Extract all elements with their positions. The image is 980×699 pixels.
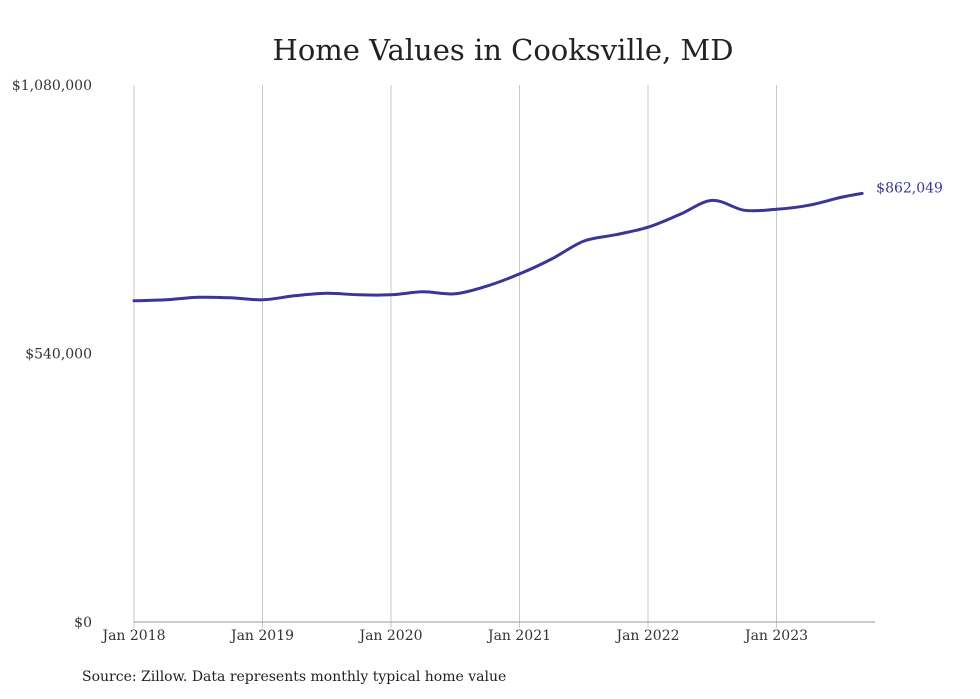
x-tick-label: Jan 2022 [614,628,679,644]
x-axis-tick-labels: Jan 2018 Jan 2019 Jan 2020 Jan 2021 Jan 2022… [100,628,808,644]
series-end-value-label: $862,049 [876,180,943,196]
series-group [132,191,864,303]
x-tick-label: Jan 2023 [743,628,808,644]
x-tick-label: Jan 2019 [229,628,294,644]
x-tick-label: Jan 2018 [100,628,165,644]
y-tick-label: $540,000 [25,347,92,363]
y-tick-label: $1,080,000 [12,78,92,94]
y-tick-label: $0 [74,615,92,631]
x-tick-label: Jan 2020 [357,628,422,644]
grid-lines [133,85,777,628]
x-tick-label: Jan 2021 [486,628,551,644]
source-note: Source: Zillow. Data represents monthly … [82,669,507,685]
series-line [132,191,864,303]
y-axis-tick-labels: $0 $540,000 $1,080,000 [12,78,92,631]
chart-title: Home Values in Cooksville, MD [272,33,734,67]
